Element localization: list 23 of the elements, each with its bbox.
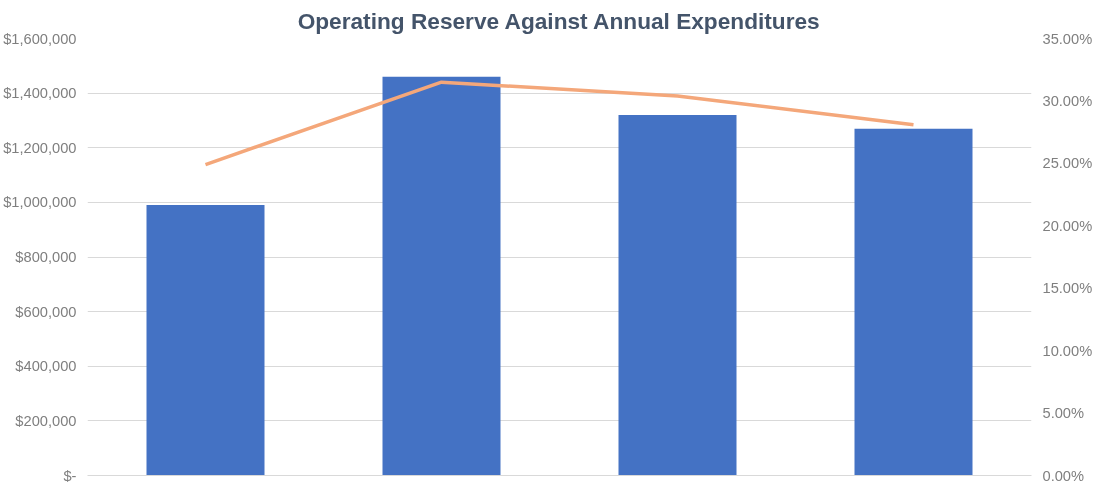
y-tick-label: $1,600,000 [3,30,77,47]
bar [382,76,501,476]
y2-tick-label: 15.00% [1042,280,1093,297]
bar [618,114,737,476]
y-tick-label: $- [63,467,77,484]
y-tick-label: $800,000 [15,249,77,265]
y-tick-label: $600,000 [15,303,77,320]
y2-tick-label: 30.00% [1042,92,1093,109]
y2-tick-label: 20.00% [1042,217,1093,234]
y2-tick-label: 10.00% [1042,342,1093,359]
chart-title: Operating Reserve Against Annual Expenditures [297,7,820,34]
y2-tick-label: 0.00% [1042,467,1085,484]
y2-tick-label: 35.00% [1042,30,1093,47]
y2-tick-label: 25.00% [1042,155,1093,172]
y-tick-label: $1,200,000 [3,139,77,156]
y-tick-label: $400,000 [15,358,77,375]
y-tick-label: $200,000 [15,412,77,429]
y-tick-label: $1,000,000 [3,194,77,211]
y-tick-label: $1,400,000 [3,85,77,102]
bar [854,128,973,476]
y2-tick-label: 5.00% [1042,405,1085,422]
line-series [203,80,916,167]
bar [146,205,265,476]
